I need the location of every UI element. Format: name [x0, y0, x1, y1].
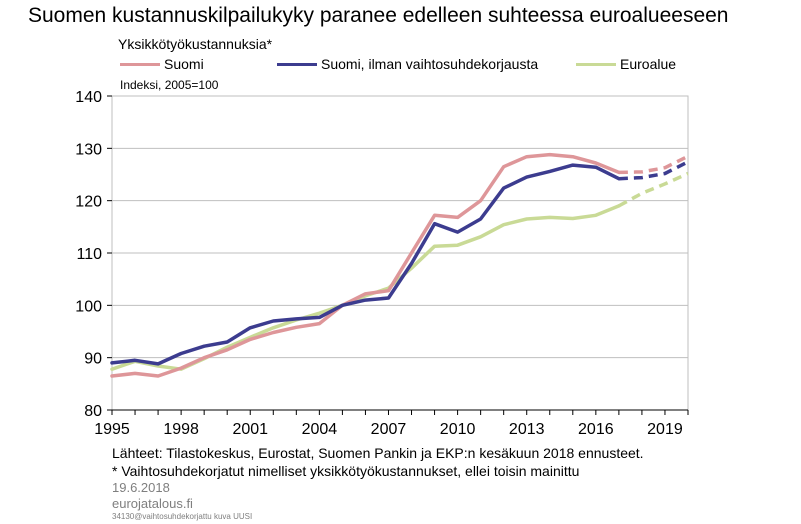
unit-label: Indeksi, 2005=100 [120, 78, 219, 92]
x-tick-label: 2010 [440, 421, 476, 438]
legend-label-euroalue: Euroalue [620, 56, 677, 72]
footnote: * Vaihtosuhdekorjatut nimelliset yksikkö… [112, 463, 580, 479]
line-chart: 80 90 100 110 120 130 140 1995 1998 2001 2004 2007 2… [75, 89, 689, 438]
series-1-forecast-line [618, 160, 689, 181]
y-tick-label: 100 [75, 298, 102, 315]
legend-swatch-suomi [120, 62, 160, 66]
x-tick-label: 1998 [163, 421, 199, 438]
chart-subtitle: Yksikkötyökustannuksia* [118, 36, 273, 52]
legend-label-suomi-ilman: Suomi, ilman vaihtosuhdekorjausta [321, 56, 539, 72]
legend-item-suomi: Suomi [120, 56, 204, 72]
x-tick-label: 2019 [647, 421, 683, 438]
source-note: Lähteet: Tilastokeskus, Eurostat, Suomen… [112, 445, 644, 461]
x-tick-label: 2007 [371, 421, 407, 438]
legend-swatch-suomi-ilman [277, 62, 317, 66]
legend-item-euroalue: Euroalue [576, 56, 676, 72]
series-2-forecast-line [618, 171, 689, 208]
date-label: 19.6.2018 [112, 480, 170, 495]
x-tick-label: 2001 [232, 421, 268, 438]
y-tick-label: 90 [84, 351, 102, 368]
file-code: 34130@vaihtosuhdekorjattu kuva UUSI [112, 512, 253, 521]
y-tick-label: 120 [75, 194, 102, 211]
site-label: eurojatalous.fi [112, 496, 193, 511]
y-tick-label: 130 [75, 141, 102, 158]
x-tick-label: 2013 [509, 421, 545, 438]
chart-title: Suomen kustannuskilpailukyky paranee ede… [28, 4, 729, 27]
x-tick-label: 2004 [302, 421, 338, 438]
legend-item-suomi-ilman: Suomi, ilman vaihtosuhdekorjausta [277, 56, 538, 72]
series-0-forecast-line [618, 154, 689, 175]
legend-label-suomi: Suomi [164, 56, 204, 72]
series-1-line [110, 163, 621, 366]
series-2-line [110, 204, 621, 371]
legend-swatch-euroalue [576, 62, 616, 66]
x-tick-label: 2016 [578, 421, 614, 438]
x-tick-label: 1995 [94, 421, 130, 438]
y-tick-label: 80 [84, 403, 102, 420]
series-0-line [110, 152, 621, 378]
y-tick-label: 110 [76, 246, 102, 263]
y-tick-label: 140 [75, 89, 102, 106]
